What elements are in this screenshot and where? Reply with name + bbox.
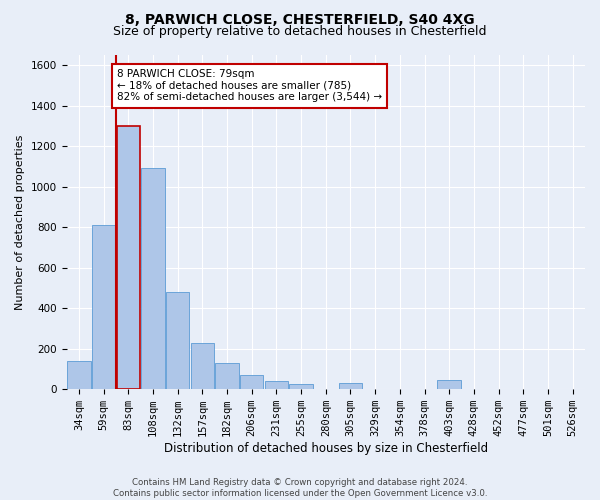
Bar bbox=[265, 381, 288, 389]
Bar bbox=[141, 168, 164, 389]
Bar bbox=[215, 363, 239, 389]
Bar bbox=[240, 375, 263, 389]
Bar bbox=[116, 126, 140, 389]
Bar bbox=[339, 383, 362, 389]
Text: 8, PARWICH CLOSE, CHESTERFIELD, S40 4XG: 8, PARWICH CLOSE, CHESTERFIELD, S40 4XG bbox=[125, 12, 475, 26]
X-axis label: Distribution of detached houses by size in Chesterfield: Distribution of detached houses by size … bbox=[164, 442, 488, 455]
Bar bbox=[166, 292, 190, 389]
Bar bbox=[92, 225, 115, 389]
Bar bbox=[289, 384, 313, 389]
Bar bbox=[437, 380, 461, 389]
Bar bbox=[191, 342, 214, 389]
Text: Contains HM Land Registry data © Crown copyright and database right 2024.
Contai: Contains HM Land Registry data © Crown c… bbox=[113, 478, 487, 498]
Bar bbox=[67, 361, 91, 389]
Y-axis label: Number of detached properties: Number of detached properties bbox=[15, 134, 25, 310]
Text: Size of property relative to detached houses in Chesterfield: Size of property relative to detached ho… bbox=[113, 25, 487, 38]
Text: 8 PARWICH CLOSE: 79sqm
← 18% of detached houses are smaller (785)
82% of semi-de: 8 PARWICH CLOSE: 79sqm ← 18% of detached… bbox=[117, 69, 382, 102]
